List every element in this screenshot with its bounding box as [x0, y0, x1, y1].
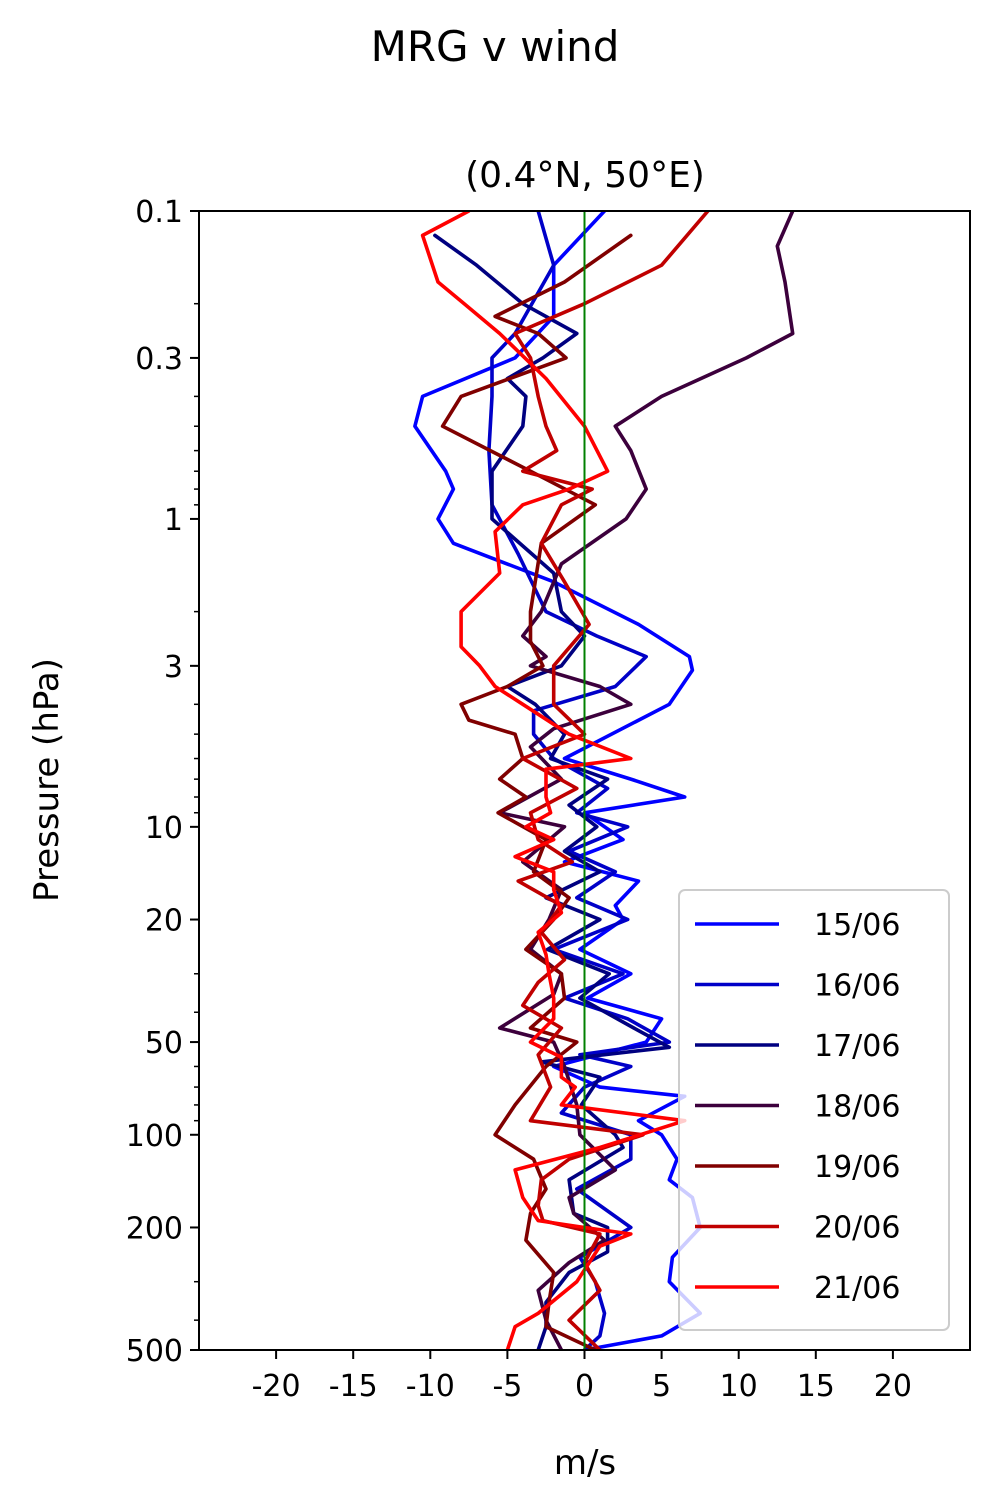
series-line-20-06: [513, 211, 710, 1350]
x-tick-label: -20: [252, 1369, 301, 1404]
series-line-17-06: [433, 233, 672, 1350]
y-tick-label: 3: [164, 650, 183, 685]
series-layer: [413, 211, 795, 1350]
y-axis-label: Pressure (hPa): [27, 658, 67, 902]
y-tick-label: 20: [145, 904, 183, 939]
y-tick-label: 200: [126, 1211, 183, 1246]
chart-subtitle: (0.4°N, 50°E): [465, 155, 705, 196]
y-tick-label: 10: [145, 811, 183, 846]
series-line-15-06: [413, 211, 702, 1350]
y-tick-label: 500: [126, 1334, 183, 1369]
legend-label-17-06: 17/06: [814, 1029, 900, 1064]
legend-label-20-06: 20/06: [814, 1211, 900, 1246]
legend-label-16-06: 16/06: [814, 969, 900, 1004]
series-line-21-06: [420, 211, 687, 1350]
x-tick-label: 20: [874, 1369, 912, 1404]
figure-title: MRG v wind: [370, 22, 620, 71]
axes-layer: -20 -15 -10 -5 0 5 10 15 20 0.1 0.3 1 3 10 20 50 100 200 5…: [126, 195, 971, 1404]
y-tick-label: 50: [145, 1026, 183, 1061]
x-tick-label: 5: [652, 1369, 671, 1404]
legend-box: [678, 889, 950, 1331]
series-line-19-06: [440, 233, 633, 1350]
x-tick-label: 15: [797, 1369, 835, 1404]
legend-label-15-06: 15/06: [814, 908, 900, 943]
x-tick-label: -5: [492, 1369, 522, 1404]
y-tick-label: 0.3: [135, 342, 183, 377]
x-tick-label: -15: [329, 1369, 378, 1404]
x-tick-label: -10: [406, 1369, 455, 1404]
y-tick-label: 100: [126, 1119, 183, 1154]
legend-label-19-06: 19/06: [814, 1150, 900, 1185]
legend: 15/06 16/06 17/06 18/06 19/06 20/06 21/06: [678, 889, 950, 1331]
x-axis-label: m/s: [554, 1443, 616, 1483]
y-tick-label: 0.1: [135, 195, 183, 230]
y-tick-label: 1: [164, 503, 183, 538]
legend-label-18-06: 18/06: [814, 1090, 900, 1125]
x-tick-label: 10: [720, 1369, 758, 1404]
legend-label-21-06: 21/06: [814, 1271, 900, 1306]
x-tick-label: 0: [575, 1369, 594, 1404]
